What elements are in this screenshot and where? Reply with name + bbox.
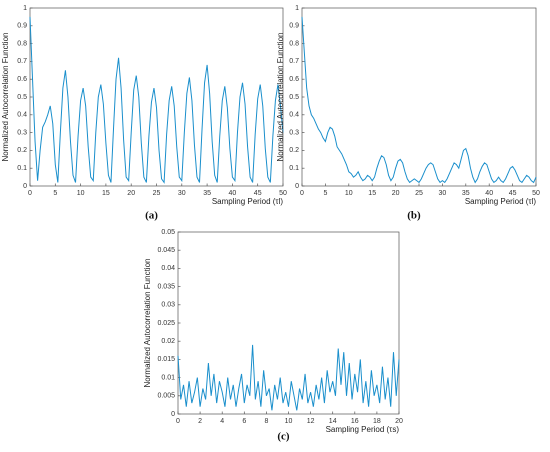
- y-tick-label: 0.005: [157, 393, 175, 400]
- x-tick-label: 6: [242, 418, 246, 425]
- x-tick-label: 4: [220, 418, 224, 425]
- x-tick-label: 40: [485, 190, 493, 197]
- x-tick-label: 10: [345, 190, 353, 197]
- x-tick-label: 30: [439, 190, 447, 197]
- y-tick-label: 0.3: [17, 129, 27, 136]
- panel-label: (c): [277, 431, 290, 443]
- y-tick-label: 0.6: [289, 76, 299, 83]
- x-tick-label: 15: [102, 190, 110, 197]
- x-tick-label: 14: [329, 418, 337, 425]
- y-tick-label: 0.1: [289, 165, 299, 172]
- x-axis-label: Sampling Period (τl): [465, 197, 537, 206]
- y-axis-label: Normalized Autocorrelation Function: [1, 33, 10, 162]
- x-tick-label: 0: [176, 418, 180, 425]
- y-tick-label: 0.9: [289, 23, 299, 30]
- x-tick-label: 50: [279, 190, 287, 197]
- x-tick-label: 10: [285, 418, 293, 425]
- x-tick-label: 2: [198, 418, 202, 425]
- y-tick-label: 0.8: [17, 40, 27, 47]
- x-tick-label: 20: [395, 418, 403, 425]
- y-tick-label: 0.04: [161, 265, 175, 272]
- y-tick-label: 0.7: [289, 58, 299, 65]
- x-tick-label: 40: [229, 190, 237, 197]
- x-tick-label: 18: [373, 418, 381, 425]
- y-tick-label: 0.4: [17, 112, 27, 119]
- data-line: [177, 344, 400, 411]
- x-tick-label: 8: [264, 418, 268, 425]
- y-tick-label: 0.05: [161, 229, 175, 236]
- x-tick-label: 0: [300, 190, 304, 197]
- y-tick-label: 0.025: [157, 320, 175, 327]
- plot-area: [301, 7, 537, 187]
- x-tick-label: 5: [53, 190, 57, 197]
- x-tick-label: 20: [127, 190, 135, 197]
- x-tick-label: 12: [307, 418, 315, 425]
- x-tick-label: 35: [203, 190, 211, 197]
- y-tick-label: 0.02: [161, 338, 175, 345]
- y-tick-label: 0.3: [289, 129, 299, 136]
- y-tick-label: 0.8: [289, 40, 299, 47]
- x-tick-label: 25: [153, 190, 161, 197]
- x-tick-label: 45: [254, 190, 262, 197]
- plot-area: [177, 231, 400, 415]
- y-tick-label: 0.4: [289, 112, 299, 119]
- y-axis-label: Normalized Autocorrelation Function: [276, 33, 285, 162]
- panel-label: (a): [145, 210, 158, 222]
- y-tick-label: 0.6: [17, 76, 27, 83]
- y-tick-label: 0.1: [17, 165, 27, 172]
- x-tick-label: 10: [77, 190, 85, 197]
- x-tick-label: 5: [323, 190, 327, 197]
- y-tick-label: 0.01: [161, 374, 175, 381]
- y-tick-label: 1: [295, 5, 299, 12]
- x-tick-label: 16: [351, 418, 359, 425]
- plot-area: [29, 7, 284, 187]
- x-tick-label: 15: [368, 190, 376, 197]
- y-tick-label: 0: [171, 411, 175, 418]
- y-tick-label: 0: [23, 183, 27, 190]
- x-tick-label: 45: [509, 190, 517, 197]
- y-axis-label: Normalized Autocorrelation Function: [143, 259, 152, 388]
- data-line: [29, 16, 284, 184]
- y-tick-label: 0.045: [157, 247, 175, 254]
- x-tick-label: 50: [532, 190, 540, 197]
- y-tick-label: 0.015: [157, 356, 175, 363]
- y-tick-label: 0.03: [161, 302, 175, 309]
- x-tick-label: 30: [178, 190, 186, 197]
- x-tick-label: 25: [415, 190, 423, 197]
- data-line: [301, 16, 537, 184]
- y-tick-label: 0.5: [289, 94, 299, 101]
- x-tick-label: 0: [28, 190, 32, 197]
- y-tick-label: 0.7: [17, 58, 27, 65]
- panel-label: (b): [407, 210, 421, 222]
- y-tick-label: 0.5: [17, 94, 27, 101]
- y-tick-label: 0.2: [17, 147, 27, 154]
- y-tick-label: 0: [295, 183, 299, 190]
- x-tick-label: 20: [392, 190, 400, 197]
- y-tick-label: 1: [23, 5, 27, 12]
- y-tick-label: 0.9: [17, 23, 27, 30]
- x-tick-label: 35: [462, 190, 470, 197]
- x-axis-label: Sampling Period (τs): [326, 425, 400, 434]
- y-tick-label: 0.2: [289, 147, 299, 154]
- x-axis-label: Sampling Period (τl): [212, 197, 284, 206]
- y-tick-label: 0.035: [157, 283, 175, 290]
